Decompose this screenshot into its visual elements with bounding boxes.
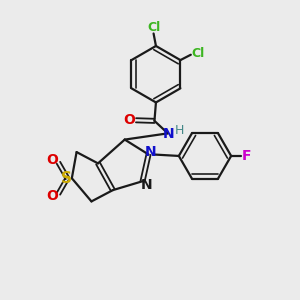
Text: N: N xyxy=(163,127,174,141)
Text: N: N xyxy=(140,178,152,192)
Text: Cl: Cl xyxy=(147,21,160,34)
Text: O: O xyxy=(124,113,135,127)
Text: Cl: Cl xyxy=(191,47,204,60)
Text: H: H xyxy=(174,124,184,137)
Text: F: F xyxy=(242,149,251,163)
Text: O: O xyxy=(46,189,58,203)
Text: O: O xyxy=(46,153,58,167)
Text: S: S xyxy=(61,171,72,186)
Text: N: N xyxy=(145,145,157,159)
